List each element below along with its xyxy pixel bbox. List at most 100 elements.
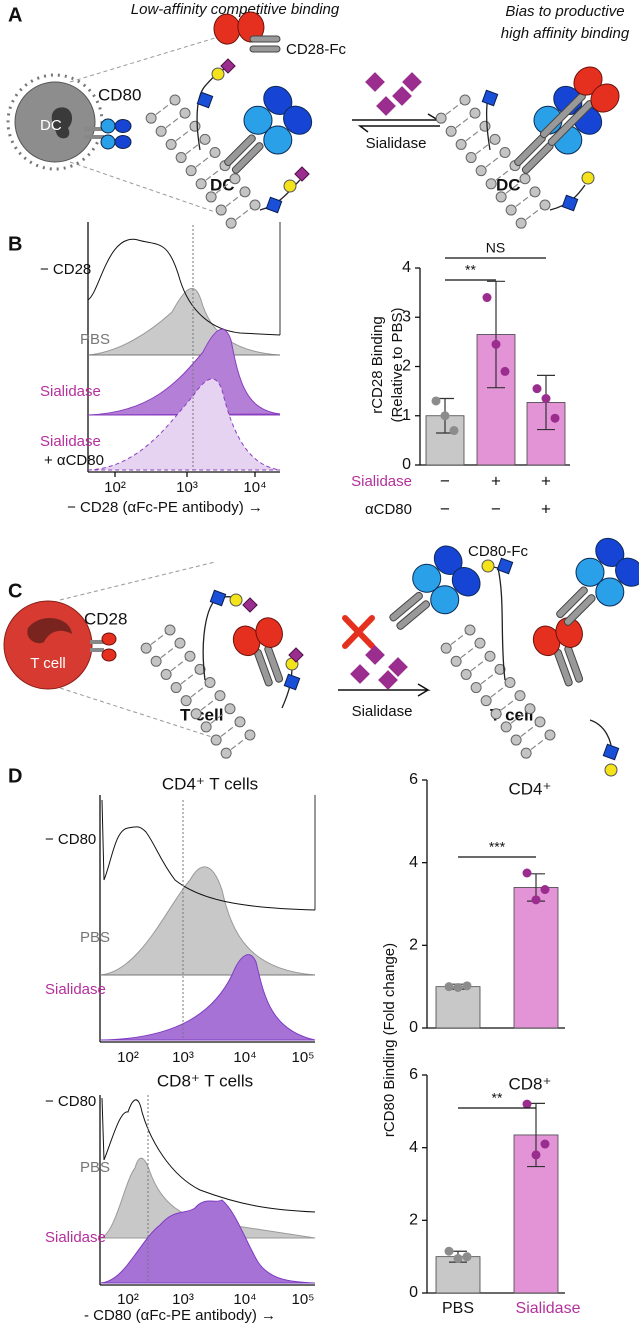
data-point: [440, 411, 450, 421]
data-point: [453, 1253, 463, 1263]
stalk: [563, 594, 596, 626]
x-axis-label: - CD80 (αFc-PE antibody) →: [84, 1307, 276, 1324]
significance-label: **: [465, 262, 476, 278]
lipid-head: [489, 133, 501, 145]
sialidase-product: [376, 96, 396, 116]
lipid-head: [475, 165, 487, 177]
zoom-line: [59, 687, 216, 739]
cd28-domain: [590, 83, 620, 113]
data-point: [522, 868, 532, 878]
histogram: [99, 1095, 316, 1286]
row-label: PBS: [80, 1159, 110, 1176]
zoom-line: [69, 161, 216, 213]
stalk: [389, 591, 423, 622]
glcnac: [196, 91, 214, 109]
cd80-icon: [84, 118, 132, 150]
lipid-head: [435, 112, 447, 124]
lipid-head: [190, 708, 202, 720]
glcnac: [481, 89, 499, 107]
lipid-head: [209, 147, 221, 158]
y-tick-label: 3: [402, 308, 411, 325]
igc-domain: [430, 585, 460, 615]
zoom-line: [69, 37, 216, 83]
lipid-head: [500, 721, 512, 733]
glcnac: [283, 673, 301, 691]
lipid-head: [515, 217, 527, 229]
data-point: [444, 982, 454, 992]
cell-label: DC: [496, 175, 521, 194]
lipid-head: [484, 650, 496, 662]
y-tick-label: 4: [409, 854, 418, 871]
diagram-title: Low-affinity competitive binding: [131, 1, 340, 18]
x-tick-label: PBS: [442, 1300, 474, 1317]
lipid-head: [155, 125, 167, 137]
y-tick-label: 4: [402, 259, 411, 276]
lipid-head: [485, 178, 497, 190]
galactose: [481, 559, 495, 573]
cd28-domain: [555, 617, 583, 648]
glycan-chain: [202, 596, 239, 681]
y-axis-label: rCD80 Binding (Fold change): [381, 943, 398, 1137]
fc: [249, 45, 281, 53]
histogram-curve: [101, 799, 316, 911]
lipid-head: [215, 204, 227, 216]
cd28-domain: [255, 617, 283, 648]
glcnac: [209, 589, 227, 607]
equilibrium-arrows: [352, 113, 441, 133]
lipid-head: [204, 677, 216, 688]
error-bar: [487, 280, 505, 389]
x-tick-label: 10⁴: [233, 1291, 256, 1308]
panel-label: B: [8, 233, 22, 255]
histogram-curve: [87, 328, 281, 416]
lipid-head: [494, 663, 506, 675]
y-axis-label: rCD28 Binding: [369, 316, 386, 414]
panel-label: D: [8, 765, 22, 787]
lipid-head: [504, 677, 516, 688]
y-tick-label: 1: [402, 407, 411, 424]
cd28-dimer: [539, 66, 620, 147]
lipid-head: [474, 637, 486, 649]
cd80-dimer: [389, 545, 481, 630]
glycan: [259, 166, 310, 214]
lipid-head: [510, 734, 522, 746]
sialidase-product: [365, 645, 385, 665]
lipid-head: [184, 650, 196, 662]
chart-title: CD4⁺: [509, 779, 552, 798]
data-point: [522, 1099, 532, 1109]
glycan: [481, 89, 499, 151]
sialidase-product: [378, 670, 398, 690]
sialic-acid: [242, 597, 258, 613]
lipid-head: [539, 199, 551, 211]
y-tick-label: 2: [402, 358, 411, 375]
row-label: Sialidase: [40, 433, 101, 450]
cell-label: DC: [210, 175, 235, 194]
lipid-head: [479, 120, 491, 132]
bar: [513, 887, 559, 1029]
histogram-title: CD4⁺ T cells: [162, 774, 258, 793]
lipid-head: [214, 690, 226, 702]
lipid-head: [445, 125, 457, 137]
stalk: [224, 134, 256, 167]
y-tick-label: 2: [409, 1212, 418, 1229]
x-tick-label: 10⁴: [233, 1049, 256, 1066]
lipid-head: [224, 703, 236, 715]
lipid-head: [495, 191, 507, 203]
histogram: [87, 222, 281, 477]
lipid-head: [229, 173, 241, 185]
x-tick-label: Sialidase: [516, 1300, 581, 1317]
data-point: [531, 1150, 541, 1160]
lipid-head: [470, 682, 482, 694]
ligand-label: CD80-Fc: [468, 543, 529, 560]
lipid-head: [544, 729, 556, 741]
glycan: [481, 557, 514, 681]
sialidase-product: [388, 657, 408, 677]
y-tick-label: 6: [409, 771, 418, 788]
lipid-head: [189, 120, 201, 132]
row-label: PBS: [80, 929, 110, 946]
x-tick-label: 10²: [104, 479, 126, 496]
y-tick-label: 2: [409, 937, 418, 954]
sialidase-product: [392, 86, 412, 106]
bar: [435, 986, 481, 1029]
data-point: [491, 339, 501, 349]
t-cell: [3, 600, 117, 690]
